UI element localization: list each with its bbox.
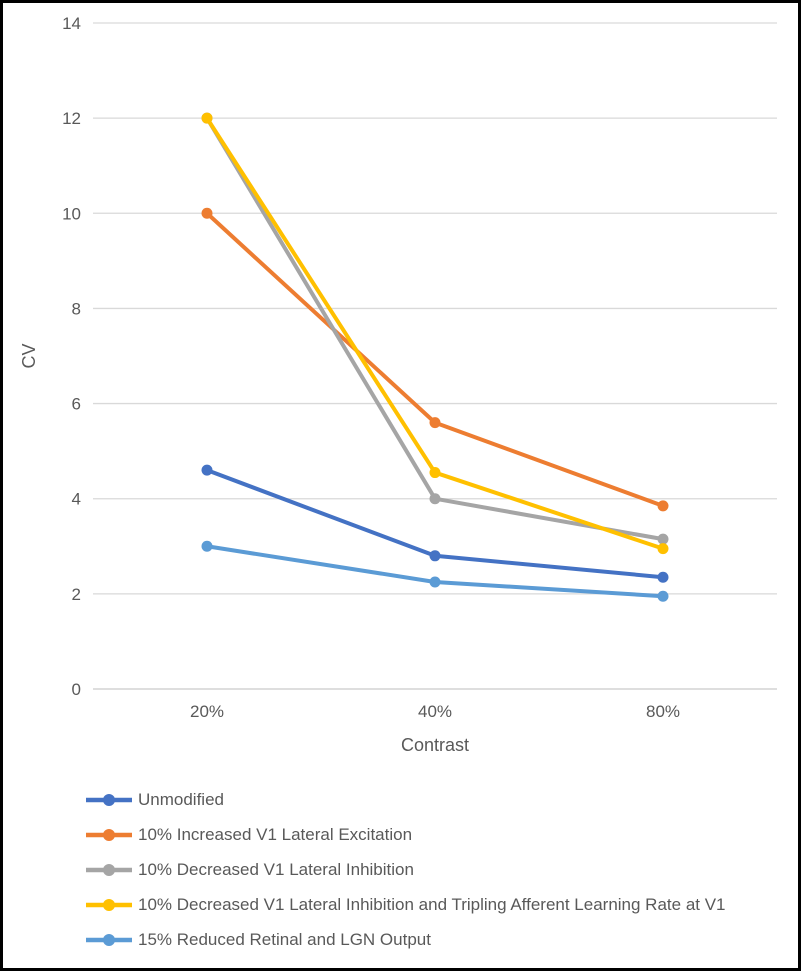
y-tick-label: 8	[72, 299, 81, 318]
y-axis-title: CV	[19, 343, 39, 368]
legend-marker-dot	[103, 933, 115, 946]
x-tick-label: 80%	[646, 702, 680, 721]
x-axis-title: Contrast	[401, 735, 469, 755]
data-point-marker	[657, 500, 669, 512]
data-point-marker	[201, 112, 213, 124]
legend-label: 10% Increased V1 Lateral Excitation	[138, 824, 413, 844]
data-point-marker	[201, 464, 213, 476]
legend-marker-dot	[103, 863, 115, 876]
y-tick-label: 0	[72, 680, 81, 699]
data-point-marker	[657, 543, 669, 555]
chart-legend: Unmodified 10% Increased V1 Lateral Exci…	[85, 782, 798, 957]
x-axis-tick-labels: 20% 40% 80%	[190, 702, 680, 721]
series-3	[201, 112, 669, 555]
legend-label: 10% Decreased V1 Lateral Inhibition	[138, 859, 414, 879]
legend-line-marker-icon	[86, 933, 132, 946]
legend-label: 15% Reduced Retinal and LGN Output	[138, 929, 431, 949]
x-tick-label: 40%	[418, 702, 452, 721]
data-point-marker	[201, 207, 213, 219]
data-point-marker	[657, 590, 669, 602]
legend-label: 10% Decreased V1 Lateral Inhibition and …	[138, 894, 726, 914]
legend-marker-dot	[103, 828, 115, 841]
y-tick-label: 6	[72, 395, 81, 414]
x-tick-label: 20%	[190, 702, 224, 721]
data-point-marker	[429, 576, 441, 588]
y-tick-label: 2	[72, 585, 81, 604]
legend-line-marker-icon	[86, 793, 132, 806]
legend-item: 10% Decreased V1 Lateral Inhibition	[85, 852, 798, 887]
legend-marker-dot	[103, 793, 115, 806]
legend-line-marker-icon	[86, 828, 132, 841]
y-tick-label: 12	[62, 109, 81, 128]
series-1	[201, 207, 669, 512]
y-axis-tick-labels: 0 2 4 6 8 10 12 14	[62, 14, 81, 699]
legend-line-marker-icon	[86, 863, 132, 876]
series-0	[201, 464, 669, 583]
data-point-marker	[657, 533, 669, 545]
data-point-marker	[429, 467, 441, 479]
data-point-marker	[429, 417, 441, 429]
gridlines	[93, 22, 777, 690]
y-tick-label: 4	[72, 490, 81, 509]
series-4	[201, 540, 669, 602]
data-point-marker	[429, 550, 441, 562]
legend-item: Unmodified	[85, 782, 798, 817]
y-tick-label: 10	[62, 204, 81, 223]
series-2	[201, 112, 669, 545]
legend-item: 10% Decreased V1 Lateral Inhibition and …	[85, 887, 798, 922]
legend-marker-dot	[103, 898, 115, 911]
y-tick-label: 14	[62, 14, 81, 33]
legend-label: Unmodified	[138, 789, 224, 809]
data-point-marker	[201, 540, 213, 552]
legend-item: 10% Increased V1 Lateral Excitation	[85, 817, 798, 852]
data-point-marker	[657, 571, 669, 583]
series-line	[205, 211, 664, 508]
legend-item: 15% Reduced Retinal and LGN Output	[85, 922, 798, 957]
cv-vs-contrast-line-chart: 0 2 4 6 8 10 12 14 20% 40% 80% Contrast CV	[19, 14, 777, 755]
data-point-marker	[429, 493, 441, 505]
legend-line-marker-icon	[86, 898, 132, 911]
series-line	[205, 117, 664, 551]
